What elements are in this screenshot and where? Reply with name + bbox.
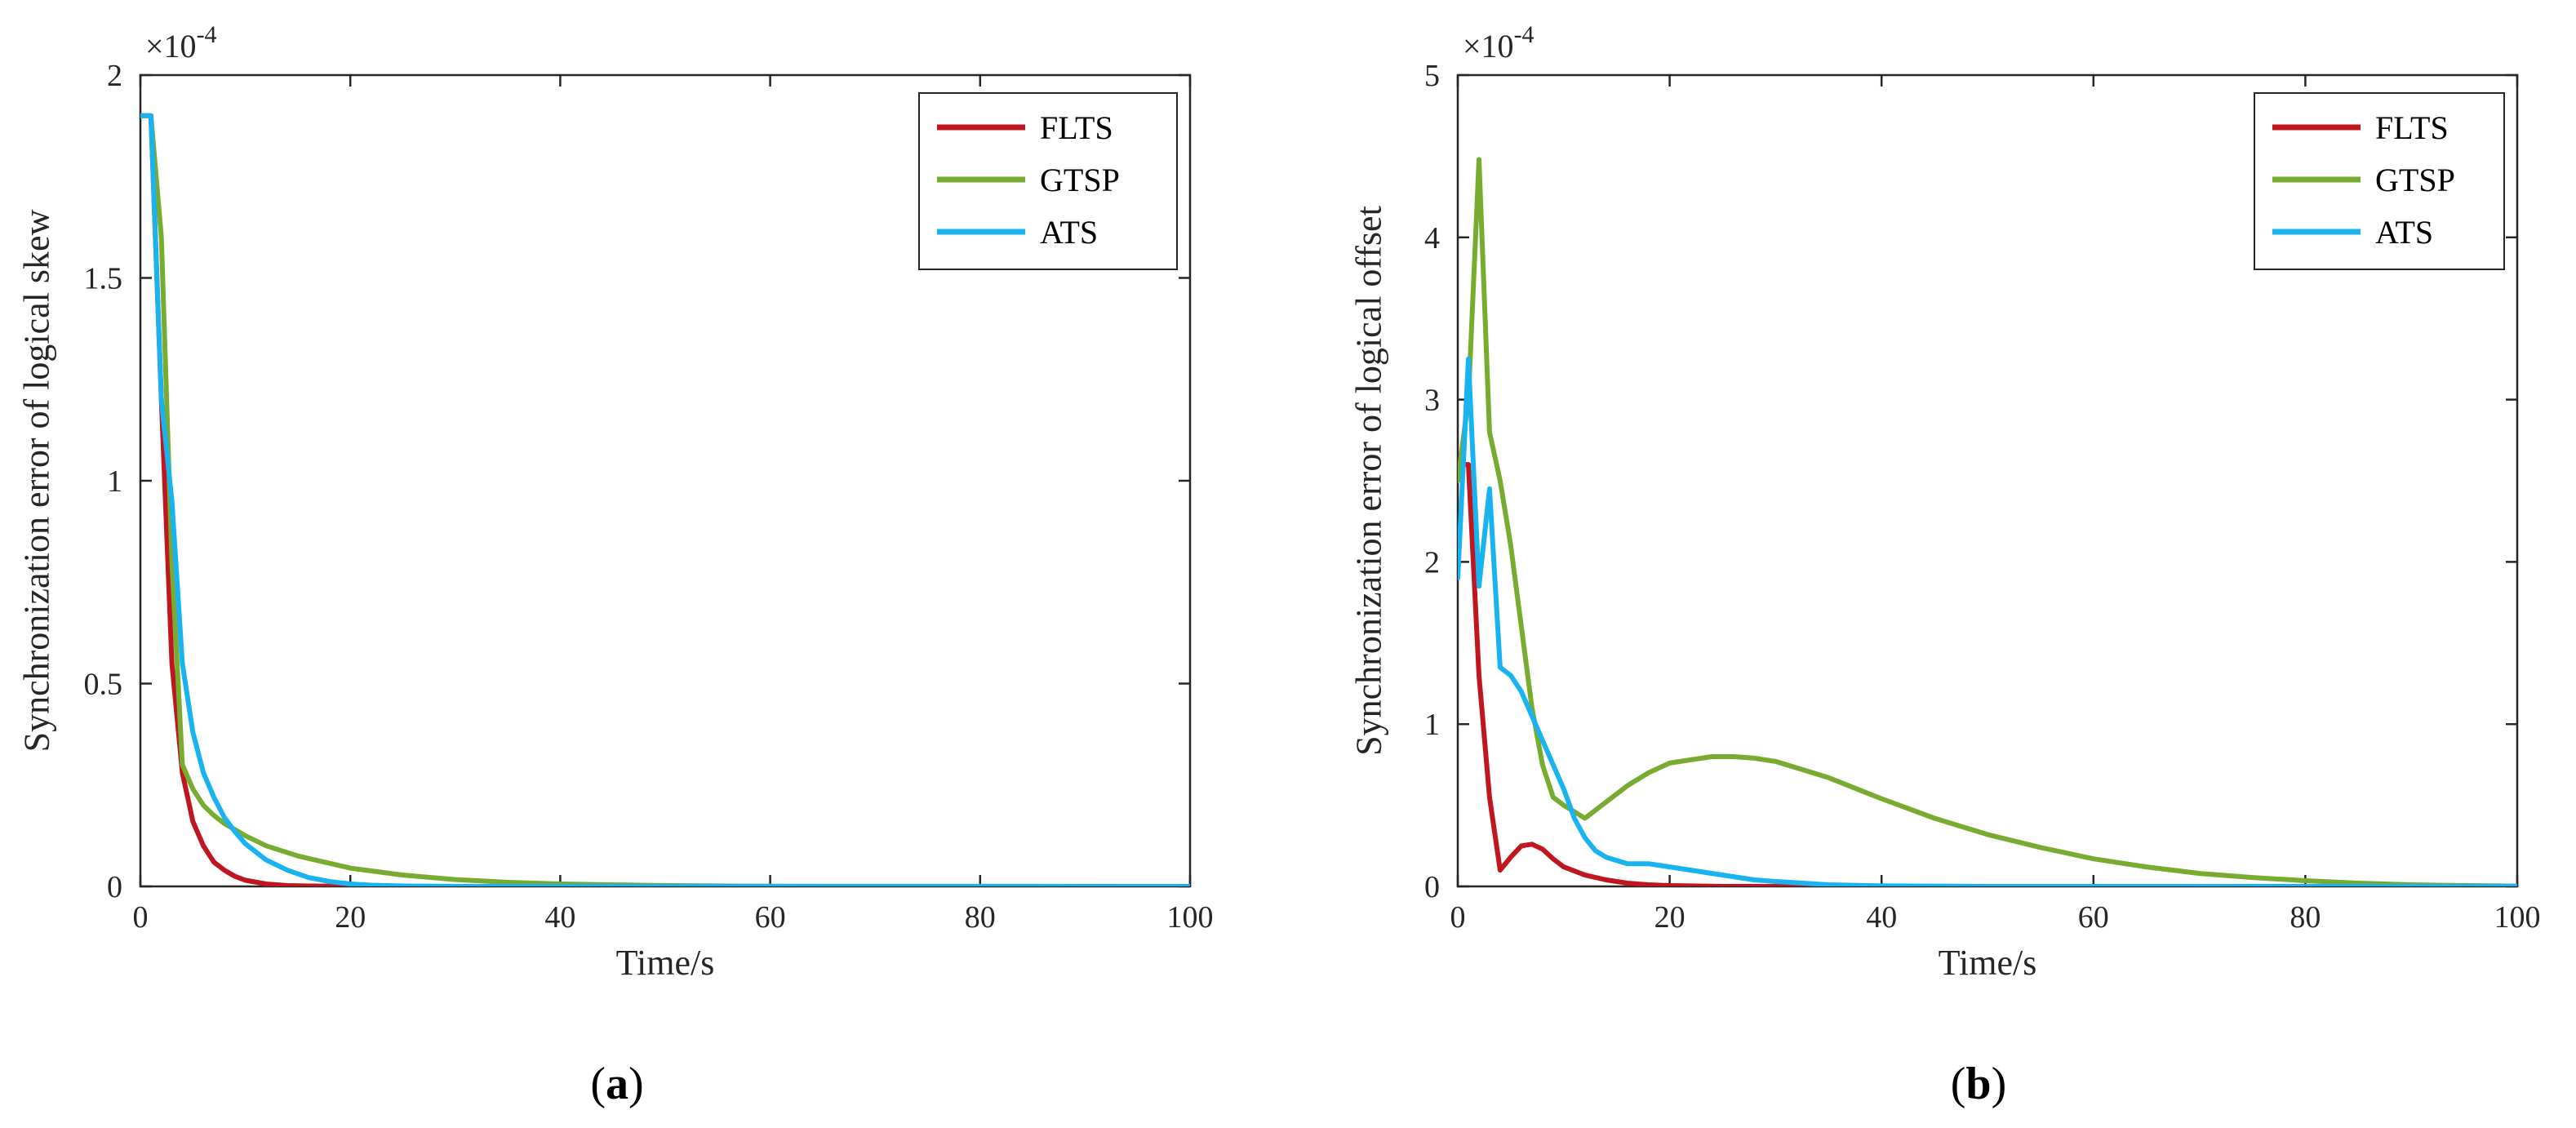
- y-tick-label-b-0: 0: [1424, 870, 1440, 904]
- y-axis-label-a: Synchronization error of logical skew: [16, 209, 56, 752]
- y-axis-label-b: Synchronization error of logical offset: [1348, 206, 1388, 756]
- x-tick-label-b-1: 20: [1654, 900, 1686, 935]
- series-line-flts-b: [1458, 462, 2517, 886]
- legend-label-ats-a: ATS: [1040, 214, 1098, 251]
- series-line-flts-a: [140, 113, 1190, 886]
- x-axis-label-a: Time/s: [616, 943, 715, 983]
- x-tick-label-a-1: 20: [335, 900, 366, 935]
- series-line-ats-a: [140, 113, 1190, 886]
- panel-caption-b: (b): [1951, 1059, 2006, 1109]
- chart-panel-a: 0 20 40 60 80 100 0 0.5 1 1.5 2 ×10-4 Time/s Synchron…: [16, 21, 1213, 1109]
- chart-panel-b: 0 20 40 60 80 100 0 1 2 3 4 5 ×10-4 Time/s Synchroniza…: [1348, 21, 2540, 1109]
- y-tick-label-a-1: 0.5: [84, 668, 123, 702]
- y-tick-label-b-5: 5: [1424, 59, 1440, 93]
- x-tick-label-b-5: 100: [2494, 900, 2541, 935]
- legend-label-gtsp-b: GTSP: [2375, 162, 2455, 198]
- x-tick-label-a-3: 60: [755, 900, 786, 935]
- series-line-gtsp-a: [140, 113, 1190, 886]
- y-tick-label-a-2: 1: [107, 464, 122, 499]
- panel-caption-a: (a): [590, 1059, 643, 1109]
- x-tick-label-a-0: 0: [133, 900, 149, 935]
- x-tick-label-b-3: 60: [2078, 900, 2109, 935]
- y-tick-label-b-1: 1: [1424, 708, 1440, 742]
- legend-label-flts-a: FLTS: [1040, 109, 1113, 146]
- legend-b: FLTS GTSP ATS: [2254, 92, 2505, 270]
- series-line-gtsp-b: [1458, 157, 2517, 886]
- y-tick-label-b-3: 3: [1424, 384, 1440, 418]
- axis-multiplier-b: ×10-4: [1463, 21, 1534, 64]
- x-tick-label-a-2: 40: [544, 900, 575, 935]
- axis-multiplier-a: ×10-4: [145, 21, 217, 64]
- legend-label-ats-b: ATS: [2375, 214, 2433, 251]
- x-tick-label-a-4: 80: [965, 900, 996, 935]
- y-tick-label-b-4: 4: [1424, 221, 1440, 255]
- x-tick-label-a-5: 100: [1167, 900, 1214, 935]
- x-tick-label-b-0: 0: [1450, 900, 1466, 935]
- y-tick-label-a-3: 1.5: [84, 262, 123, 296]
- x-axis-label-b: Time/s: [1939, 943, 2037, 983]
- legend-label-gtsp-a: GTSP: [1040, 162, 1120, 198]
- legend-a: FLTS GTSP ATS: [918, 92, 1178, 270]
- y-tick-label-a-0: 0: [107, 870, 122, 904]
- legend-label-flts-b: FLTS: [2375, 109, 2449, 146]
- x-tick-label-b-2: 40: [1866, 900, 1897, 935]
- x-tick-label-b-4: 80: [2290, 900, 2321, 935]
- y-tick-label-a-4: 2: [107, 59, 122, 93]
- y-tick-label-b-2: 2: [1424, 545, 1440, 580]
- series-line-ats-b: [1458, 356, 2517, 886]
